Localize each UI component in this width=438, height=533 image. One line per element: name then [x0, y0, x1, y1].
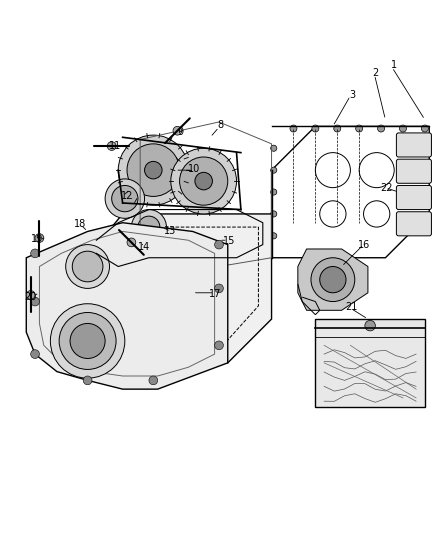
Circle shape — [35, 233, 44, 243]
Circle shape — [195, 172, 212, 190]
Circle shape — [171, 148, 237, 214]
Circle shape — [356, 125, 363, 132]
Text: 8: 8 — [218, 120, 224, 131]
Circle shape — [131, 209, 166, 245]
Text: 12: 12 — [121, 191, 133, 201]
Circle shape — [215, 284, 223, 293]
Circle shape — [105, 179, 145, 219]
Circle shape — [138, 216, 160, 238]
Text: 17: 17 — [209, 289, 222, 298]
Circle shape — [271, 167, 277, 173]
Polygon shape — [79, 214, 272, 363]
FancyBboxPatch shape — [396, 159, 431, 183]
FancyBboxPatch shape — [396, 133, 431, 157]
Circle shape — [421, 125, 428, 132]
Circle shape — [112, 185, 138, 212]
Circle shape — [31, 297, 39, 306]
Circle shape — [31, 249, 39, 258]
Text: 10: 10 — [188, 164, 201, 174]
Text: 18: 18 — [74, 220, 86, 229]
Circle shape — [215, 240, 223, 249]
Circle shape — [66, 245, 110, 288]
Polygon shape — [298, 249, 368, 310]
Text: 1: 1 — [391, 60, 397, 70]
Text: 21: 21 — [345, 302, 357, 312]
Circle shape — [72, 251, 103, 282]
Circle shape — [26, 290, 35, 300]
Text: 11: 11 — [109, 141, 121, 151]
Circle shape — [31, 350, 39, 359]
Circle shape — [378, 125, 385, 132]
Text: 16: 16 — [358, 240, 371, 251]
Circle shape — [145, 161, 162, 179]
Circle shape — [365, 320, 375, 331]
Text: 13: 13 — [164, 227, 176, 237]
Circle shape — [271, 211, 277, 217]
Circle shape — [215, 341, 223, 350]
Circle shape — [149, 376, 158, 385]
Circle shape — [50, 304, 125, 378]
Text: 14: 14 — [138, 242, 150, 252]
Circle shape — [127, 238, 136, 247]
FancyBboxPatch shape — [396, 212, 431, 236]
Text: 22: 22 — [381, 183, 393, 192]
Circle shape — [271, 189, 277, 195]
Circle shape — [271, 233, 277, 239]
Text: 15: 15 — [223, 236, 236, 246]
Text: 2: 2 — [373, 68, 379, 78]
Circle shape — [83, 376, 92, 385]
Text: 19: 19 — [31, 235, 43, 244]
Circle shape — [180, 157, 228, 205]
Text: 20: 20 — [25, 292, 37, 302]
Circle shape — [290, 125, 297, 132]
Circle shape — [127, 144, 180, 197]
Circle shape — [312, 125, 319, 132]
Text: 3: 3 — [349, 90, 355, 100]
FancyBboxPatch shape — [396, 185, 431, 209]
Circle shape — [399, 125, 406, 132]
Circle shape — [107, 142, 116, 150]
Text: 9: 9 — [177, 127, 184, 136]
Circle shape — [271, 145, 277, 151]
Circle shape — [311, 258, 355, 302]
Circle shape — [334, 125, 341, 132]
Circle shape — [59, 312, 116, 369]
Polygon shape — [26, 223, 228, 389]
Circle shape — [173, 126, 182, 135]
Circle shape — [320, 266, 346, 293]
Circle shape — [118, 135, 188, 205]
Polygon shape — [315, 319, 425, 407]
Circle shape — [70, 324, 105, 359]
